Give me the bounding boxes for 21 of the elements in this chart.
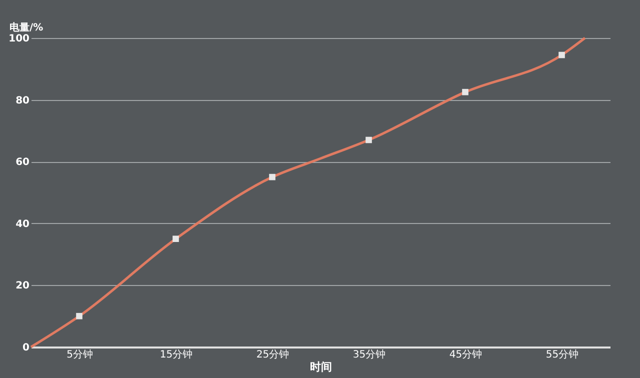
- x-tick-label: 35分钟: [352, 348, 386, 360]
- y-tick-label: 20: [16, 280, 30, 292]
- point: [462, 88, 468, 96]
- point: [76, 312, 82, 320]
- x-axis-title: 时间: [310, 360, 332, 374]
- x-tick-label: 55分钟: [546, 348, 579, 360]
- y-tick-label: 100: [8, 34, 30, 44]
- y-axis-title: 电量/%: [10, 22, 44, 34]
- x-tick-label: 15分钟: [160, 348, 193, 360]
- point: [558, 52, 565, 58]
- y-tick-label: 80: [16, 95, 30, 106]
- y-tick-label: 60: [16, 157, 30, 168]
- x-tick-label: 25分钟: [256, 348, 290, 360]
- point: [366, 136, 372, 144]
- point: [269, 174, 276, 180]
- point: [172, 236, 179, 242]
- x-tick-label: 5分钟: [66, 348, 93, 360]
- y-tick-label: 0: [22, 342, 30, 354]
- y-tick-label: 40: [16, 218, 30, 230]
- line-series: [30, 36, 586, 348]
- x-tick-label: 45分钟: [449, 348, 482, 360]
